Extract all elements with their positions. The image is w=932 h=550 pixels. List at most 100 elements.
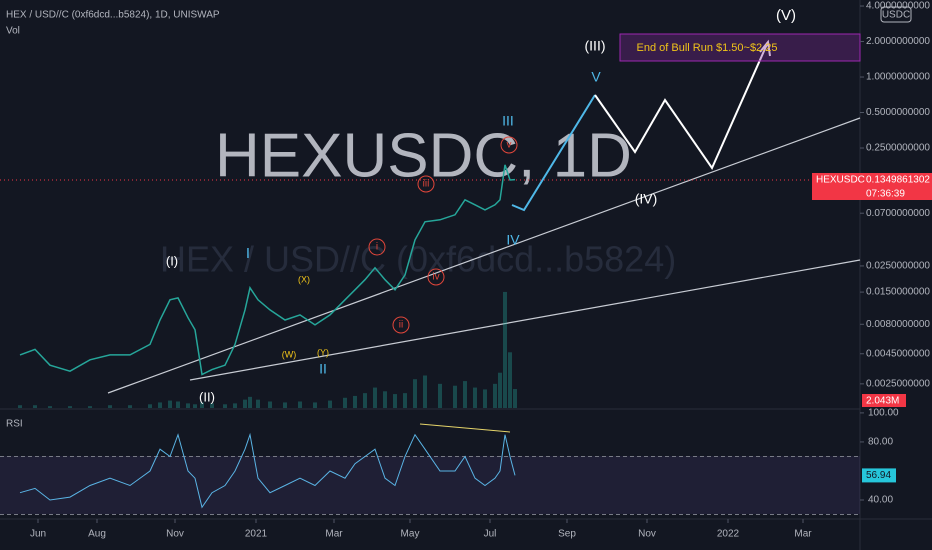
- target-box: [619, 33, 861, 62]
- y-tick-label: 0.0700000000: [866, 208, 930, 219]
- volume-bar: [373, 387, 377, 408]
- wave-circle: [417, 175, 435, 193]
- rsi-tick-label: 40.00: [868, 495, 893, 506]
- volume-bar: [463, 381, 467, 408]
- volume-bar: [298, 401, 302, 408]
- y-tick-label: 0.0045000000: [866, 348, 930, 359]
- volume-bar: [33, 405, 37, 408]
- volume-bar: [283, 402, 287, 408]
- wave-label: (III): [585, 38, 606, 54]
- volume-bar: [48, 406, 52, 408]
- volume-bar: [493, 383, 497, 408]
- wave-label: I: [246, 245, 250, 262]
- x-tick-label: Jul: [484, 529, 497, 540]
- y-tick-label: 4.0000000000: [866, 1, 930, 12]
- volume-tag-label: 2.043M: [866, 396, 899, 407]
- y-tick-label: 1.0000000000: [866, 72, 930, 83]
- x-tick-label: Mar: [325, 529, 343, 540]
- volume-bar: [498, 372, 502, 408]
- price-tag-name: HEXUSDC: [816, 175, 865, 186]
- currency-button-label[interactable]: USDC: [882, 10, 910, 21]
- volume-bar: [233, 403, 237, 408]
- chart-title: HEX / USD//C (0xf6dcd...b5824), 1D, UNIS…: [6, 10, 220, 21]
- rsi-line: [19, 432, 516, 509]
- projection: [594, 41, 769, 171]
- volume-bar: [88, 406, 92, 408]
- rsi-tick-label: 100.00: [868, 408, 899, 419]
- rsi-tag-label: 56.94: [866, 470, 891, 481]
- wave-label: (Y): [317, 347, 329, 357]
- volume-bar: [186, 403, 190, 408]
- wave-label: (V): [776, 7, 796, 24]
- x-tick-label: May: [401, 529, 420, 540]
- wave-circle: [427, 268, 445, 286]
- volume-bar: [128, 405, 132, 408]
- wave-label: II: [319, 361, 327, 377]
- volume-bar: [176, 401, 180, 408]
- x-tick-label: Sep: [558, 529, 576, 540]
- volume-bar: [453, 385, 457, 408]
- trend-line: [189, 259, 861, 381]
- rsi-band: [0, 456, 860, 514]
- currency-button[interactable]: [880, 6, 912, 23]
- wave-label: iii: [423, 179, 430, 190]
- price-line: [19, 164, 516, 376]
- y-tick-label: 0.0080000000: [866, 319, 930, 330]
- divergence: [419, 423, 511, 433]
- volume-bar: [473, 387, 477, 408]
- x-tick-label: Nov: [166, 529, 184, 540]
- volume-bar: [313, 402, 317, 408]
- y-tick-label: 2.0000000000: [866, 36, 930, 47]
- volume-tag: [862, 394, 906, 407]
- y-tick-label: 0.5000000000: [866, 107, 930, 118]
- volume-bar: [503, 291, 507, 408]
- wave-label: IV: [506, 232, 520, 248]
- wave-label: (I): [166, 253, 178, 268]
- y-tick-label: 0.0025000000: [866, 378, 930, 389]
- volume-bar: [158, 402, 162, 408]
- y-tick-label: 0.0250000000: [866, 261, 930, 272]
- volume-bar: [210, 403, 214, 408]
- projection: [511, 94, 596, 212]
- rsi-title: RSI: [6, 419, 23, 430]
- wave-circle: [500, 136, 518, 154]
- volume-bar: [268, 401, 272, 408]
- volume-bar: [353, 395, 357, 408]
- x-tick-label: Mar: [794, 529, 812, 540]
- rsi-tick-label: 80.00: [868, 437, 893, 448]
- volume-bar: [200, 402, 204, 408]
- y-tick-label: 0.0150000000: [866, 287, 930, 298]
- volume-bar: [393, 394, 397, 408]
- wave-label: V: [591, 69, 601, 85]
- x-tick-label: Nov: [638, 529, 656, 540]
- wave-label: (W): [282, 349, 297, 359]
- x-tick-label: 2021: [245, 529, 268, 540]
- volume-bar: [256, 399, 260, 408]
- price-tag: [812, 173, 932, 200]
- watermark: HEXUSDC, 1D: [215, 121, 632, 190]
- volume-bar: [328, 400, 332, 408]
- volume-title: Vol: [6, 26, 20, 37]
- volume-bar: [223, 404, 227, 408]
- volume-bar: [193, 404, 197, 408]
- volume-bar: [438, 383, 442, 408]
- arrow-head: [759, 39, 771, 57]
- countdown: 07:36:39: [866, 189, 905, 200]
- wave-label: i: [376, 242, 378, 253]
- volume-bar: [363, 393, 367, 408]
- watermark-sub: HEX / USD//C (0xf6dcd...b5824): [160, 239, 676, 280]
- wave-circle: [392, 316, 410, 334]
- volume-bar: [508, 352, 512, 408]
- wave-label: End of Bull Run $1.50~$2.25: [637, 42, 778, 54]
- volume-bar: [513, 389, 517, 408]
- volume-bar: [68, 406, 72, 408]
- wave-label: (II): [199, 389, 215, 404]
- volume-bar: [243, 399, 247, 408]
- rsi-tag: [862, 468, 896, 483]
- volume-bar: [403, 393, 407, 408]
- x-tick-label: 2022: [717, 529, 740, 540]
- wave-label: III: [502, 113, 514, 129]
- wave-label: (X): [298, 274, 310, 284]
- wave-label: v: [507, 140, 512, 151]
